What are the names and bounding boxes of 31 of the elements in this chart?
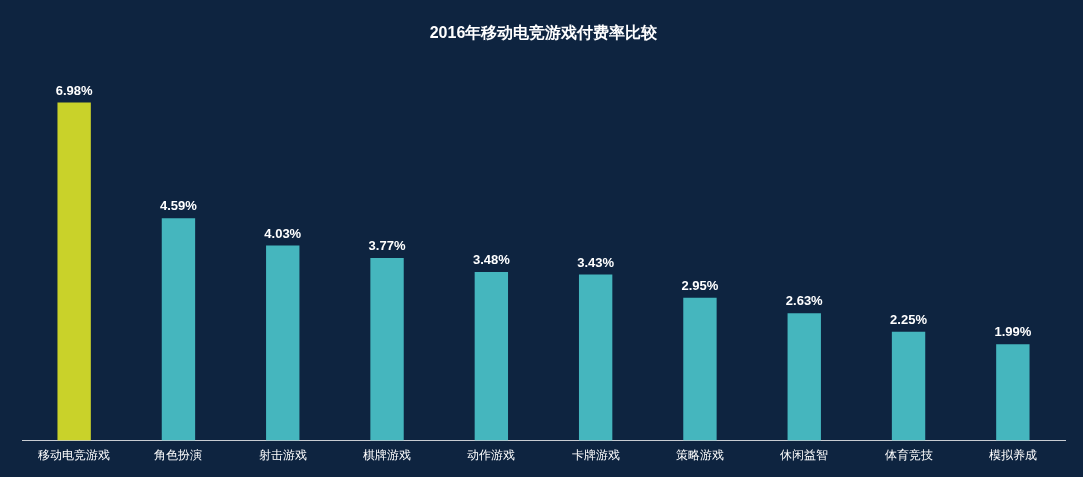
x-tick-label: 动作游戏 [467, 448, 516, 463]
data-label: 3.48% [472, 252, 511, 268]
bar [996, 344, 1030, 441]
data-label: 2.95% [681, 277, 719, 293]
bar [787, 313, 821, 441]
bar [683, 297, 717, 441]
x-tick-label: 移动电竞游戏 [38, 448, 111, 463]
bar [891, 331, 926, 441]
x-tick-label: 休闲益智 [780, 448, 829, 463]
data-label: 2.63% [785, 293, 824, 309]
bar [266, 245, 300, 441]
x-tick-label: 角色扮演 [154, 448, 203, 463]
x-tick-label: 棋牌游戏 [363, 448, 412, 463]
data-label: 6.98% [55, 82, 94, 98]
x-tick-label: 体育竞技 [884, 448, 933, 463]
bar [474, 272, 509, 441]
data-label: 3.43% [577, 254, 615, 270]
data-label: 2.25% [890, 311, 928, 327]
bar [370, 258, 404, 441]
bar [57, 102, 91, 441]
data-label: 1.99% [994, 324, 1032, 340]
bar [578, 274, 613, 441]
data-label: 3.77% [368, 238, 406, 254]
x-tick-label: 卡牌游戏 [571, 448, 620, 463]
x-tick-label: 策略游戏 [675, 448, 724, 463]
x-tick-label: 射击游戏 [258, 448, 307, 463]
bar [161, 218, 196, 441]
x-tick-label: 模拟养成 [988, 448, 1037, 463]
chart-title: 2016年移动电竞游戏付费率比较 [429, 23, 659, 42]
data-label: 4.59% [160, 198, 198, 214]
data-label: 4.03% [264, 225, 302, 241]
